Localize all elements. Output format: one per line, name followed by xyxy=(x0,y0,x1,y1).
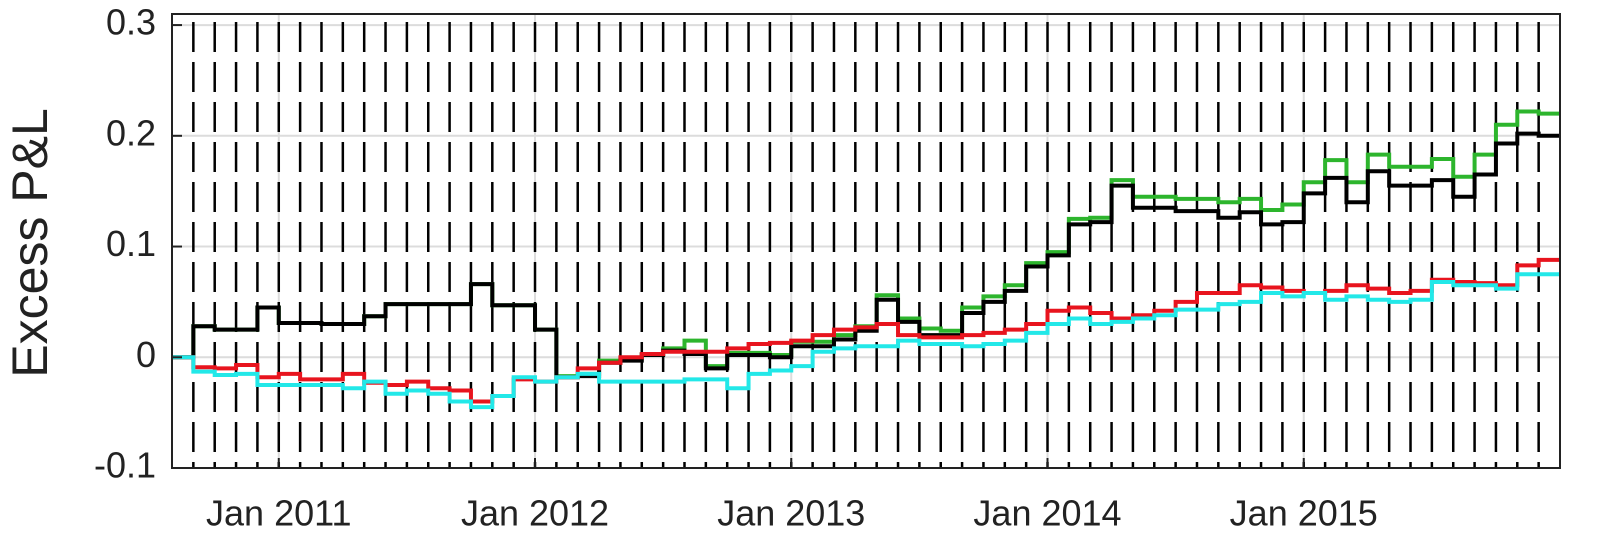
x-tick-label: Jan 2014 xyxy=(973,493,1121,534)
y-tick-label: -0.1 xyxy=(94,445,156,486)
x-tick-label: Jan 2011 xyxy=(206,493,351,534)
series-line xyxy=(172,257,1560,404)
x-tick-label: Jan 2012 xyxy=(461,493,609,534)
series-line xyxy=(172,109,1560,379)
x-tick-label: Jan 2013 xyxy=(717,493,865,534)
series-line xyxy=(172,272,1560,410)
x-tick-label: Jan 2015 xyxy=(1230,493,1378,534)
y-axis-label: Excess P&L xyxy=(2,108,58,378)
y-tick-label: 0 xyxy=(136,334,156,375)
y-tick-label: 0.1 xyxy=(106,223,156,264)
y-tick-label: 0.3 xyxy=(106,2,156,43)
y-tick-label: 0.2 xyxy=(106,112,156,153)
series-line xyxy=(172,131,1560,380)
plot-frame xyxy=(171,13,1561,469)
